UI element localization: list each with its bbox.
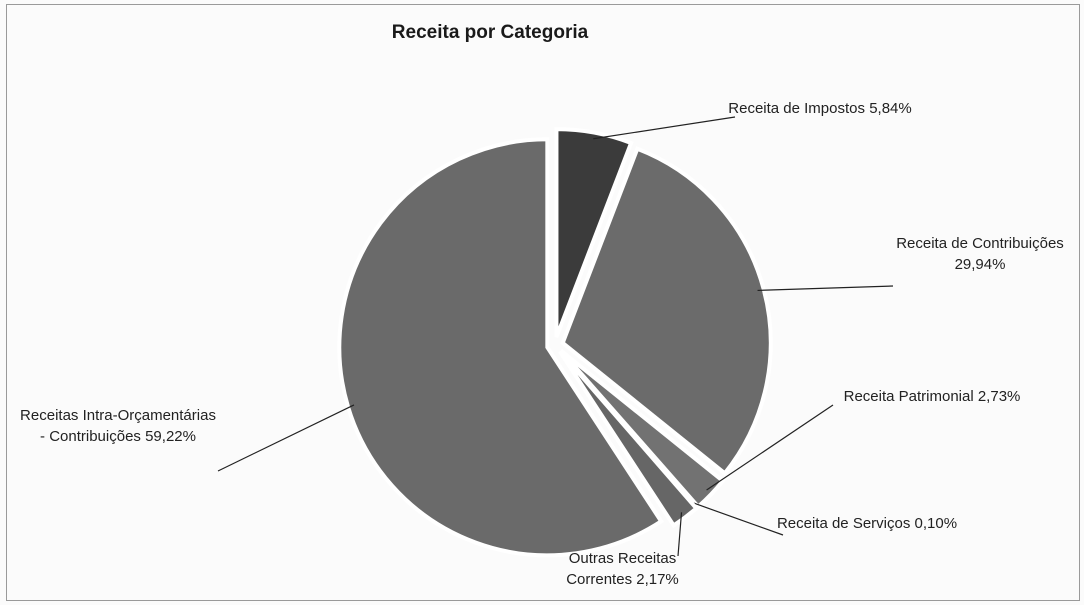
value-label: 2,73% bbox=[977, 388, 1021, 405]
leader-line bbox=[757, 285, 894, 292]
data-label: Receita de Contribuições 29,94% bbox=[880, 233, 1080, 275]
chart-border bbox=[6, 4, 1080, 601]
leader-line bbox=[706, 404, 834, 491]
category-label: Outras Receitas Correntes bbox=[566, 550, 677, 588]
pie-slice bbox=[558, 350, 700, 529]
category-label: Receita de Serviços bbox=[776, 515, 911, 532]
leader-line bbox=[217, 404, 355, 472]
value-label: 0,10% bbox=[914, 515, 958, 532]
data-label: Outras Receitas Correntes 2,17% bbox=[540, 548, 705, 590]
leader-line bbox=[593, 116, 736, 140]
pie-slice bbox=[560, 146, 773, 477]
category-label: Receitas Intra-Orçamentárias - Contribui… bbox=[20, 407, 216, 445]
pie-slice bbox=[337, 137, 664, 558]
category-label: Receita Patrimonial bbox=[843, 388, 974, 405]
value-label: 2,17% bbox=[636, 571, 679, 588]
value-label: 5,84% bbox=[869, 100, 912, 117]
value-label: 29,94% bbox=[954, 256, 1006, 273]
data-label: Receita Patrimonial 2,73% bbox=[832, 386, 1032, 407]
chart-title: Receita por Categoria bbox=[391, 22, 589, 43]
leader-line bbox=[677, 512, 683, 557]
pie-slice bbox=[554, 127, 634, 338]
value-label: 59,22% bbox=[145, 428, 196, 445]
data-label: Receita de Serviços 0,10% bbox=[772, 513, 962, 534]
category-label: Receita de Contribuições bbox=[896, 235, 1064, 252]
category-label: Receita de Impostos bbox=[728, 100, 866, 117]
data-label: Receitas Intra-Orçamentárias - Contribui… bbox=[18, 405, 218, 447]
leader-line bbox=[692, 502, 784, 536]
data-label: Receita de Impostos 5,84% bbox=[720, 98, 920, 119]
